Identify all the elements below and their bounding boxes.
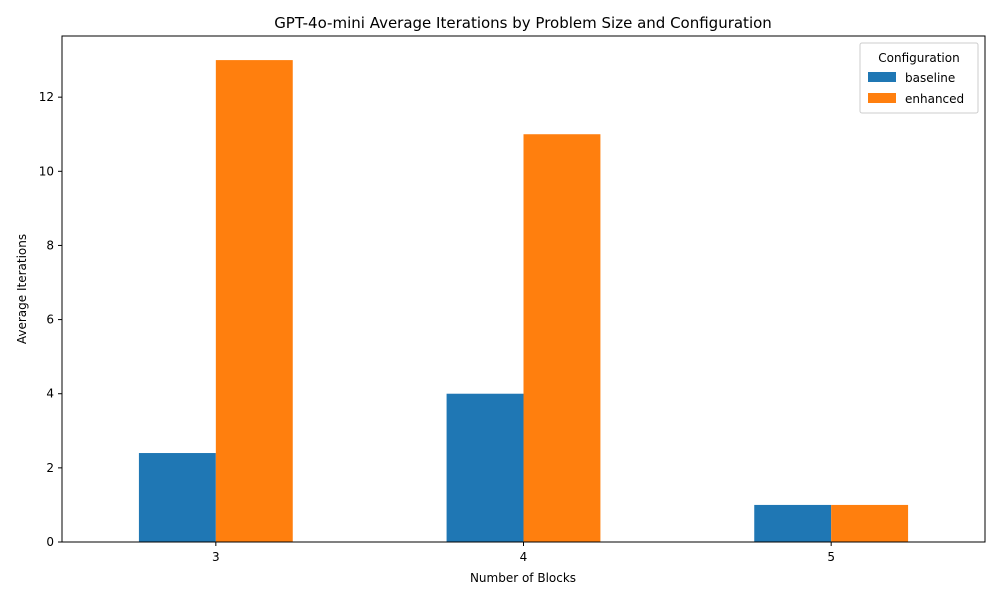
- x-axis-label: Number of Blocks: [470, 571, 576, 585]
- y-tick-label: 0: [46, 535, 54, 549]
- legend-swatch-baseline: [868, 72, 896, 82]
- bar-enhanced-4: [523, 134, 601, 542]
- y-tick-label: 6: [46, 313, 54, 327]
- bar-baseline-3: [138, 453, 216, 542]
- plot-frame: [61, 35, 986, 543]
- legend-label-enhanced: enhanced: [905, 92, 964, 106]
- bar-baseline-4: [446, 393, 524, 542]
- y-tick-label: 2: [46, 461, 54, 475]
- bar-enhanced-5: [831, 504, 909, 542]
- y-tick-label: 12: [39, 90, 54, 104]
- x-tick-label: 4: [520, 550, 528, 564]
- y-tick-label: 8: [46, 238, 54, 252]
- legend: Configuration baseline enhanced: [859, 42, 979, 114]
- legend-label-baseline: baseline: [905, 71, 955, 85]
- bar-baseline-5: [754, 504, 832, 542]
- y-tick-label: 10: [39, 164, 54, 178]
- plot-area: 3 4 5 0 2 4 6 8 10 12: [39, 60, 909, 564]
- x-tick-label: 3: [212, 550, 220, 564]
- bar-enhanced-3: [215, 60, 293, 542]
- chart-title: GPT-4o-mini Average Iterations by Proble…: [274, 14, 772, 32]
- y-tick-label: 4: [46, 387, 54, 401]
- x-tick-label: 5: [827, 550, 835, 564]
- legend-swatch-enhanced: [868, 93, 896, 103]
- legend-title: Configuration: [878, 51, 959, 65]
- y-axis-label: Average Iterations: [15, 234, 29, 344]
